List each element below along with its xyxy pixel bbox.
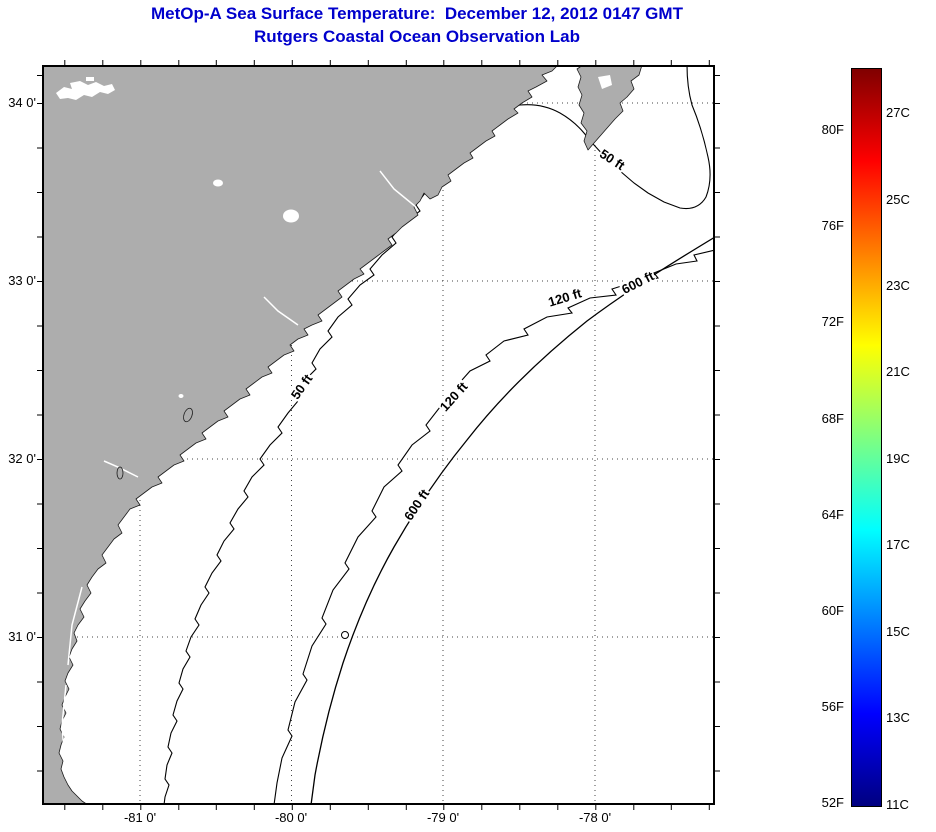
colorbar-c-label-25: 25C	[886, 192, 910, 207]
lon-label-80: -80 0'	[274, 810, 308, 825]
lat-label-33: 33 0'	[8, 273, 36, 288]
colorbar-c-label-11: 11C	[886, 797, 909, 812]
depth-contour-50ft-north-line	[487, 65, 711, 210]
small-contour-ring	[341, 631, 349, 639]
colorbar-f-label-52: 52F	[821, 795, 844, 810]
lon-label-81: -81 0'	[123, 810, 157, 825]
colorbar-c-label-17: 17C	[886, 537, 910, 552]
colorbar-c-label-15: 15C	[886, 624, 910, 639]
colorbar-f-label-64: 64F	[821, 507, 844, 522]
river-channels	[61, 170, 417, 766]
right-axis-ticks	[715, 65, 720, 805]
colorbar-c-label-13: 13C	[886, 710, 910, 725]
colorbar-c-label-21: 21C	[886, 364, 910, 379]
colorbar-f-label-80: 80F	[821, 122, 844, 137]
depth-contour-120ft-line	[273, 249, 715, 805]
lat-label-31: 31 0'	[8, 629, 36, 644]
map-canvas	[42, 65, 715, 805]
bottom-axis-ticks	[42, 805, 715, 810]
colorbar-f-label-72: 72F	[821, 314, 844, 329]
cloud-patch-cape	[598, 75, 612, 89]
colorbar-f-label-60: 60F	[821, 603, 844, 618]
temperature-colorbar	[851, 68, 882, 807]
depth-contour-50ft-south-line	[163, 159, 451, 805]
figure-subtitle: Rutgers Coastal Ocean Observation Lab	[254, 27, 580, 46]
top-axis-ticks	[42, 60, 715, 65]
land-mass	[42, 65, 559, 805]
map-panel: 50 ft 120 ft 600 ft 50 ft 120 ft 600 ft	[42, 65, 715, 805]
left-axis-ticks	[37, 65, 42, 805]
colorbar-f-label-56: 56F	[821, 699, 844, 714]
map-border	[42, 65, 715, 805]
figure-title: MetOp-A Sea Surface Temperature: Decembe…	[151, 4, 683, 23]
colorbar-c-label-23: 23C	[886, 278, 910, 293]
lat-label-34: 34 0'	[8, 95, 36, 110]
coastal-islets	[116, 407, 193, 480]
lat-label-32: 32 0'	[8, 451, 36, 466]
colorbar-f-label-68: 68F	[821, 411, 844, 426]
colorbar-c-label-19: 19C	[886, 451, 910, 466]
colorbar-f-label-76: 76F	[821, 218, 844, 233]
depth-contour-600ft-line	[310, 236, 715, 805]
lon-label-79: -79 0'	[426, 810, 460, 825]
cloud-patches	[56, 77, 407, 398]
colorbar-c-label-27: 27C	[886, 105, 910, 120]
cape-fear-land-patch	[576, 65, 643, 151]
lon-label-78: -78 0'	[578, 810, 612, 825]
